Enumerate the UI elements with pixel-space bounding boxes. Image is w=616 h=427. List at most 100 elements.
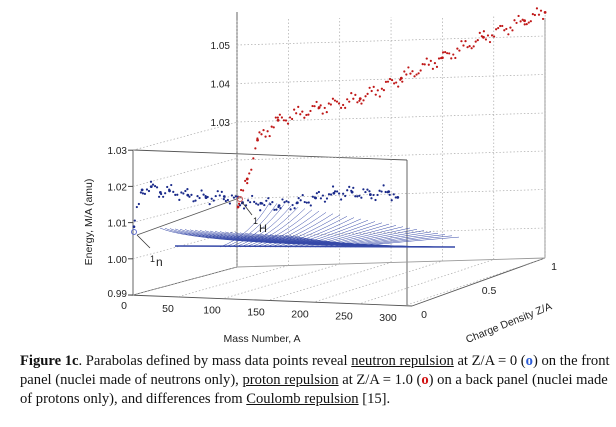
- data-point: [511, 29, 514, 32]
- data-point: [390, 78, 394, 82]
- data-point: [218, 194, 221, 197]
- data-point: [245, 177, 249, 181]
- data-point: [423, 63, 426, 66]
- data-point: [274, 116, 277, 119]
- data-point: [480, 35, 483, 38]
- data-point: [303, 200, 306, 204]
- data-point: [529, 20, 532, 23]
- data-point: [301, 194, 304, 197]
- link-coulomb-repulsion[interactable]: Coulomb repulsion: [246, 391, 359, 407]
- data-point: [249, 201, 252, 204]
- data-point: [208, 203, 211, 206]
- data-point: [192, 200, 195, 203]
- data-point: [153, 185, 157, 188]
- data-point: [180, 191, 183, 194]
- data-point: [291, 203, 294, 207]
- data-point: [368, 86, 371, 89]
- data-point: [499, 24, 502, 28]
- data-point: [333, 190, 337, 193]
- data-point: [384, 190, 387, 194]
- x-tick-label: 100: [203, 305, 221, 317]
- data-point: [378, 95, 381, 98]
- data-point: [262, 129, 265, 132]
- data-point: [272, 126, 275, 129]
- data-point: [541, 17, 545, 21]
- parabola-curve: [309, 225, 397, 248]
- parabola-curve: [229, 204, 285, 248]
- data-point: [232, 196, 236, 199]
- data-point: [176, 193, 179, 196]
- data-point: [537, 13, 541, 16]
- parabola-curve: [224, 203, 278, 248]
- caption-text: ) on the front panel (nuclei made of neu…: [20, 353, 610, 388]
- data-point: [234, 195, 238, 198]
- data-point: [431, 67, 434, 70]
- data-point: [444, 51, 447, 54]
- grid-line: [178, 265, 289, 297]
- data-point: [250, 168, 253, 171]
- parabola-curve: [269, 214, 341, 248]
- data-point: [286, 122, 290, 125]
- data-point: [388, 77, 392, 81]
- data-point: [267, 197, 270, 200]
- data-point: [248, 172, 251, 175]
- data-point: [186, 193, 190, 197]
- data-point: [196, 195, 199, 198]
- data-point: [182, 192, 185, 195]
- data-point: [395, 81, 398, 84]
- parabola-curve: [314, 226, 404, 248]
- grid-line: [132, 230, 238, 260]
- grid-line: [361, 259, 494, 304]
- data-point: [311, 104, 314, 108]
- data-point: [299, 113, 302, 116]
- svg-text:1: 1: [253, 216, 258, 226]
- parabola-curve: [254, 210, 320, 248]
- data-point: [376, 193, 379, 197]
- x-tick-label: 50: [162, 303, 174, 315]
- data-point: [417, 72, 420, 75]
- data-point: [464, 40, 467, 43]
- link-proton-repulsion[interactable]: proton repulsion: [242, 372, 339, 388]
- data-point: [143, 192, 147, 195]
- data-point: [281, 198, 284, 201]
- data-point: [331, 97, 335, 100]
- data-point: [335, 190, 339, 193]
- x-tick-label: 250: [335, 310, 353, 322]
- data-point: [200, 189, 203, 192]
- data-point: [151, 183, 155, 186]
- parabola-curve: [234, 205, 292, 248]
- data-point: [214, 194, 217, 198]
- connector-line: [136, 196, 243, 236]
- blue-marker-symbol: o: [525, 353, 533, 369]
- grid-line: [269, 262, 392, 301]
- data-point: [403, 70, 406, 73]
- data-point: [362, 188, 365, 191]
- data-point: [482, 30, 485, 33]
- caption-text: [15].: [358, 391, 391, 407]
- data-point: [352, 186, 355, 189]
- data-point: [374, 198, 377, 202]
- grid: [132, 14, 546, 306]
- data-point: [452, 53, 455, 56]
- data-point: [397, 85, 400, 88]
- data-point: [429, 59, 432, 62]
- data-point: [384, 80, 388, 83]
- data-point: [435, 65, 439, 68]
- grid-line: [132, 194, 238, 223]
- data-point: [145, 188, 149, 191]
- data-point: [366, 92, 369, 95]
- data-point: [332, 191, 336, 195]
- data-point: [276, 116, 279, 119]
- data-point: [321, 194, 325, 197]
- link-neutron-repulsion[interactable]: neutron repulsion: [351, 353, 454, 369]
- data-point: [239, 188, 243, 192]
- data-point: [399, 78, 402, 81]
- data-point: [346, 98, 349, 101]
- parabola-baseline: [174, 245, 456, 248]
- front-top-edge: [132, 149, 408, 161]
- data-point: [305, 201, 308, 204]
- data-point: [242, 207, 246, 210]
- x-axis-label: Mass Number, A: [223, 333, 300, 345]
- data-point: [352, 97, 355, 100]
